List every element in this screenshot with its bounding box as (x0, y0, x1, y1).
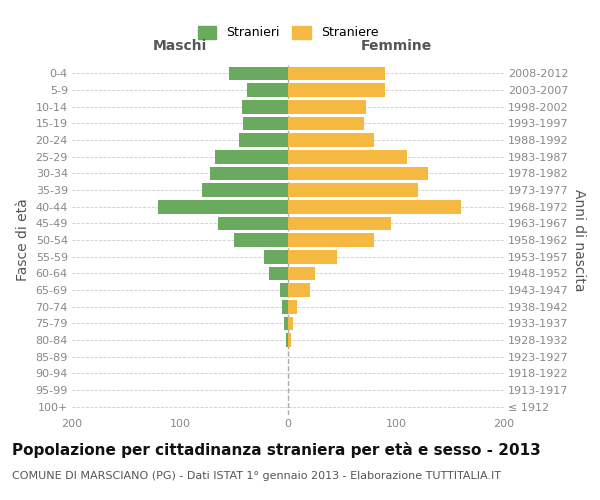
Text: COMUNE DI MARSCIANO (PG) - Dati ISTAT 1° gennaio 2013 - Elaborazione TUTTITALIA.: COMUNE DI MARSCIANO (PG) - Dati ISTAT 1°… (12, 471, 501, 481)
Bar (229, 66, 288, 80)
Bar (286, 333, 288, 347)
Bar (288, 316, 293, 330)
Bar (288, 216, 391, 230)
Bar (247, 83, 288, 97)
Bar (239, 133, 288, 147)
Y-axis label: Fasce di età: Fasce di età (16, 198, 30, 281)
Bar (210, 166, 288, 180)
Y-axis label: Anni di nascita: Anni di nascita (572, 188, 586, 291)
Bar (288, 100, 366, 114)
Bar (288, 116, 364, 130)
Bar (288, 250, 337, 264)
Bar (280, 283, 288, 297)
Bar (288, 233, 374, 247)
Bar (288, 283, 310, 297)
Bar (288, 133, 374, 147)
Legend: Stranieri, Straniere: Stranieri, Straniere (197, 26, 379, 40)
Bar (242, 116, 288, 130)
Bar (242, 100, 288, 114)
Bar (288, 66, 385, 80)
Bar (215, 150, 288, 164)
Bar (281, 300, 288, 314)
Bar (288, 266, 315, 280)
Bar (234, 233, 288, 247)
Bar (202, 183, 288, 197)
Bar (269, 266, 288, 280)
Bar (218, 216, 288, 230)
Bar (288, 300, 296, 314)
Bar (288, 200, 461, 213)
Bar (288, 183, 418, 197)
Bar (158, 200, 288, 213)
Text: Femmine: Femmine (361, 38, 431, 52)
Bar (288, 83, 385, 97)
Text: Popolazione per cittadinanza straniera per età e sesso - 2013: Popolazione per cittadinanza straniera p… (12, 442, 541, 458)
Bar (288, 166, 428, 180)
Text: Maschi: Maschi (153, 38, 207, 52)
Bar (288, 150, 407, 164)
Bar (288, 333, 291, 347)
Bar (264, 250, 288, 264)
Bar (284, 316, 288, 330)
